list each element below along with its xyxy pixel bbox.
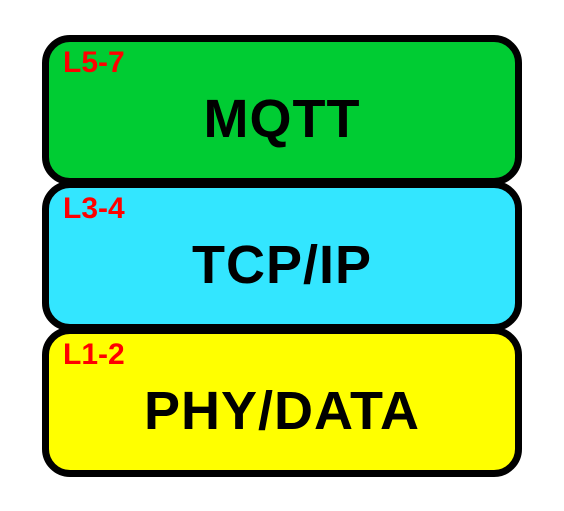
layer-label: L3-4 xyxy=(63,192,125,226)
layer-label: L5-7 xyxy=(63,46,125,80)
layer-top: L5-7 MQTT xyxy=(42,35,522,185)
layer-label: L1-2 xyxy=(63,338,125,372)
layer-bottom: L1-2 PHY/DATA xyxy=(42,327,522,477)
layer-title: PHY/DATA xyxy=(144,380,420,442)
layer-title: TCP/IP xyxy=(192,234,372,296)
layer-middle: L3-4 TCP/IP xyxy=(42,181,522,331)
protocol-stack: L5-7 MQTT L3-4 TCP/IP L1-2 PHY/DATA xyxy=(42,35,522,477)
layer-title: MQTT xyxy=(204,88,361,150)
